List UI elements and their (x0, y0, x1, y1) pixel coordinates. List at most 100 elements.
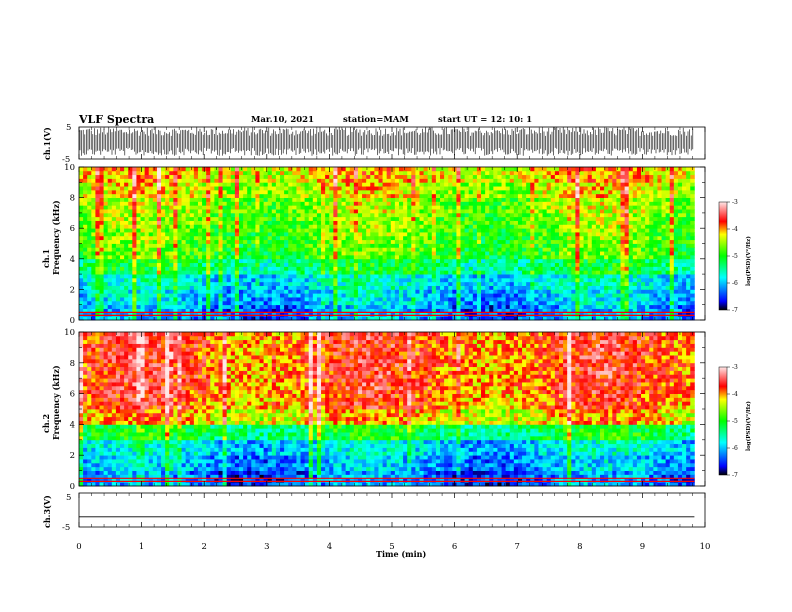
spectrogram-cell (583, 277, 589, 283)
spectrogram-cell (374, 220, 379, 225)
spectrogram-cell (296, 224, 301, 229)
spectrogram-cell (583, 247, 589, 252)
spectrogram-cell (517, 251, 523, 256)
spectrogram-cell (140, 220, 146, 225)
spectrogram-cell (550, 170, 556, 176)
spectrogram-cell (345, 300, 351, 306)
spectrogram-cell (534, 308, 539, 313)
spectrogram-cell (243, 274, 248, 279)
spectrogram-cell (124, 281, 129, 286)
spectrogram-cell (448, 212, 453, 218)
spectrogram-cell (271, 247, 277, 252)
spectrogram-cell (259, 182, 265, 187)
spectrogram-cell (214, 189, 219, 195)
spectrogram-cell (152, 235, 158, 241)
spectrogram-cell (571, 270, 576, 275)
ch1-spectrogram-image (79, 167, 695, 321)
spectrogram-cell (542, 186, 548, 191)
spectrogram-cell (206, 239, 211, 244)
spectrogram-cell (493, 205, 498, 210)
spectrogram-cell (255, 186, 260, 191)
spectrogram-cell (386, 197, 392, 202)
spectrogram-cell (296, 251, 301, 256)
spectrogram-cell (440, 182, 445, 187)
spectrogram-cell (152, 232, 158, 237)
spectrogram-cell (99, 239, 105, 244)
spectrogram-cell (444, 197, 449, 202)
spectrogram-cell (489, 274, 494, 279)
spectrogram-cell (403, 285, 408, 290)
spectrogram-cell (563, 186, 568, 191)
spectrogram-cell (308, 277, 314, 283)
spectrogram-cell (243, 266, 248, 271)
spectrogram-cell (505, 304, 511, 309)
spectrogram-cell (476, 232, 482, 237)
spectrogram-cell (152, 197, 158, 202)
spectrogram-cell (341, 312, 347, 317)
spectrogram-cell (210, 289, 215, 294)
spectrogram-cell (83, 254, 88, 260)
spectrogram-cell (271, 220, 277, 225)
spectrogram-cell (185, 312, 191, 317)
spectrogram-cell (464, 182, 470, 187)
spectrogram-cell (370, 258, 375, 264)
spectrogram-cell (554, 235, 560, 241)
spectrogram-cell (456, 281, 461, 286)
spectrogram-cell (530, 182, 535, 187)
spectrogram-cell (161, 182, 166, 187)
spectrogram-cell (185, 254, 191, 260)
spectrogram-cell (296, 258, 301, 264)
spectrogram-cell (345, 293, 351, 298)
spectrogram-cell (136, 193, 141, 198)
spectrogram-cell (415, 258, 420, 264)
spectrogram-cell (341, 293, 347, 298)
spectrogram-cell (505, 277, 511, 283)
spectrogram-cell (398, 243, 404, 248)
spectrogram-cell (571, 274, 576, 279)
spectrogram-cell (427, 277, 433, 283)
spectrogram-cell (468, 266, 474, 271)
spectrogram-cell (394, 197, 400, 202)
spectrogram-cell (357, 209, 363, 214)
spectrogram-cell (243, 270, 248, 275)
spectrogram-cell (464, 312, 470, 317)
spectrogram-cell (107, 189, 113, 195)
spectrogram-cell (255, 308, 260, 313)
spectrogram-cell (366, 167, 371, 172)
spectrogram-cell (481, 235, 486, 241)
spectrogram-cell (308, 170, 314, 176)
spectrogram-cell (300, 178, 306, 183)
spectrogram-cell (238, 297, 244, 302)
spectrogram-cell (382, 197, 388, 202)
spectrogram-cell (325, 174, 330, 179)
spectrogram-cell (476, 243, 482, 248)
spectrogram-cell (497, 201, 502, 206)
spectrogram-cell (538, 201, 543, 206)
spectrogram-cell (337, 170, 342, 176)
spectrogram-cell (341, 220, 347, 225)
spectrogram-cell (431, 209, 437, 214)
spectrogram-cell (337, 277, 342, 283)
spectrogram-cell (165, 316, 170, 321)
spectrogram-cell (587, 232, 593, 237)
spectrogram-cell (431, 297, 437, 302)
spectrogram-cell (259, 262, 265, 267)
spectrogram-cell (325, 258, 330, 264)
spectrogram-cell (234, 254, 240, 260)
spectrogram-cell (218, 193, 223, 198)
spectrogram-cell (427, 289, 433, 294)
spectrogram-cell (230, 205, 236, 210)
spectrogram-cell (357, 193, 363, 198)
spectrogram-cell (423, 189, 429, 195)
spectrogram-cell (161, 235, 166, 241)
spectrogram-cell (337, 232, 342, 237)
spectrogram-cell (505, 193, 511, 198)
spectrogram-cell (464, 209, 470, 214)
spectrogram-cell (448, 285, 453, 290)
spectrogram-cell (415, 308, 420, 313)
spectrogram-cell (493, 167, 498, 172)
spectrogram-cell (485, 174, 490, 179)
spectrogram-cell (571, 189, 576, 195)
spectrogram-cell (300, 197, 306, 202)
spectrogram-cell (571, 170, 576, 176)
